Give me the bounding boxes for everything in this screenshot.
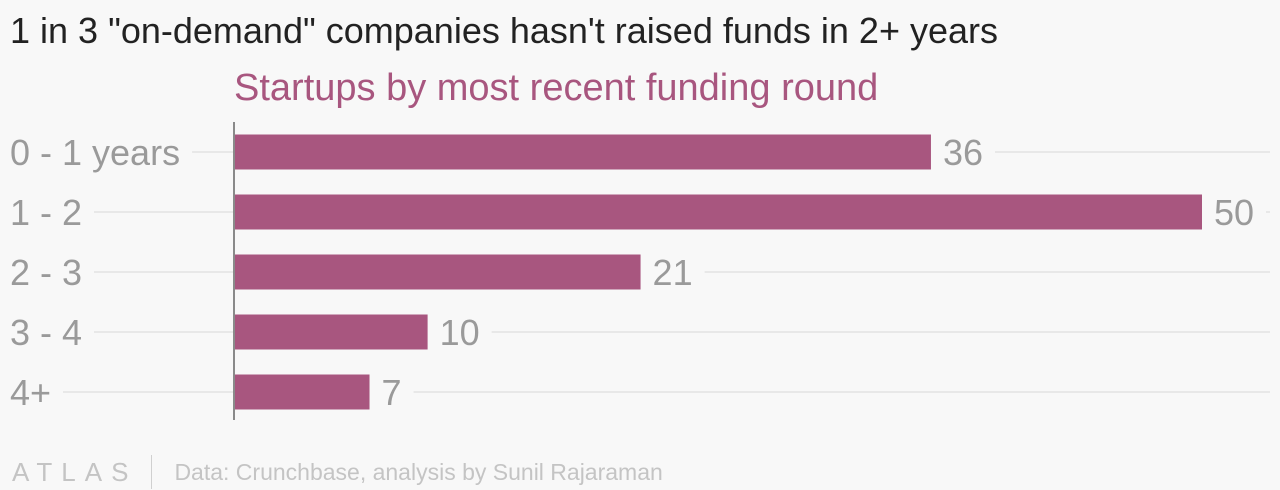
atlas-logo: ATLAS	[12, 456, 138, 487]
value-label: 36	[943, 132, 983, 173]
value-label: 50	[1214, 192, 1254, 233]
value-label: 10	[440, 312, 480, 353]
footer: ATLAS Data: Crunchbase, analysis by Suni…	[12, 454, 663, 490]
source-note: Data: Crunchbase, analysis by Sunil Raja…	[174, 458, 663, 485]
bar	[234, 134, 931, 170]
value-label: 7	[382, 372, 402, 413]
bar	[234, 374, 370, 410]
bar-chart: Startups by most recent funding round 0 -…	[10, 67, 1270, 420]
category-label: 0 - 1 years	[10, 132, 180, 173]
bar	[234, 314, 428, 350]
chart-subtitle: Startups by most recent funding round	[234, 67, 878, 109]
category-label: 2 - 3	[10, 252, 82, 293]
category-label: 1 - 2	[10, 192, 82, 233]
bar	[234, 254, 641, 290]
chart-title: 1 in 3 "on-demand" companies hasn't rais…	[10, 10, 999, 51]
footer-divider	[151, 455, 153, 489]
category-label: 3 - 4	[10, 312, 82, 353]
bar	[234, 194, 1202, 230]
value-label: 21	[653, 252, 693, 293]
category-label: 4+	[10, 372, 51, 413]
